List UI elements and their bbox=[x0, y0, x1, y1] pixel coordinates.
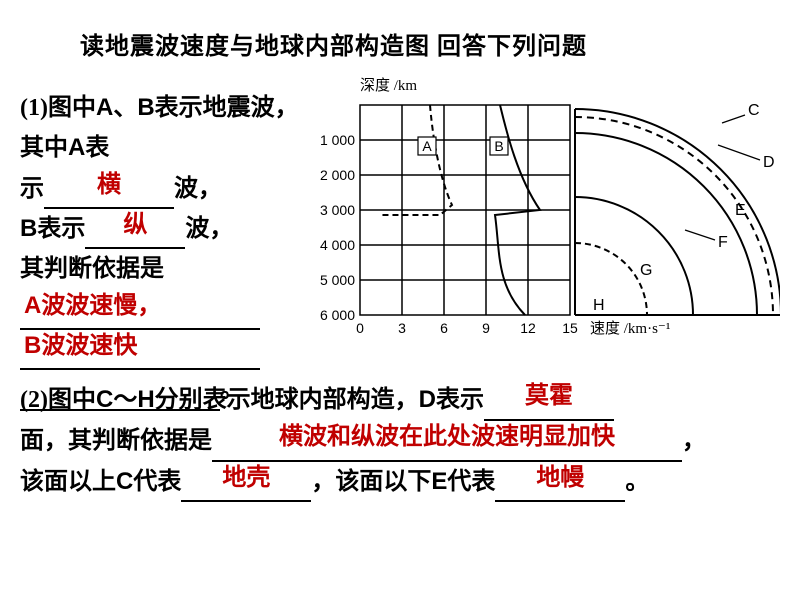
y-axis-ticks: 1 000 2 000 3 000 4 000 5 000 6 000 bbox=[320, 132, 355, 323]
svg-text:D: D bbox=[763, 154, 775, 171]
q2-t3: 面，其判断依据是 bbox=[20, 428, 212, 454]
q1-blank2: 纵 bbox=[85, 247, 185, 249]
q1-t5a: 其判断依据是 bbox=[20, 256, 164, 282]
question-1: (1)图中A、B表示地震波，其中A表 示横波， B表示纵波， 其判断依据是 A波… bbox=[20, 88, 300, 411]
q2-t5: 该面以上 bbox=[20, 469, 116, 495]
q2-t6: 代表 bbox=[133, 469, 181, 495]
seismic-diagram: 深度 /km 1 000 2 000 3 000 4 000 5 000 6 0… bbox=[300, 75, 780, 345]
curve-a bbox=[380, 105, 452, 215]
q2-blank4: 地幔 bbox=[495, 500, 625, 502]
q1-fill1: 横 bbox=[44, 165, 174, 205]
svg-text:6 000: 6 000 bbox=[320, 307, 355, 323]
svg-text:F: F bbox=[718, 234, 728, 251]
svg-text:12: 12 bbox=[520, 320, 536, 336]
lead-lines bbox=[685, 115, 760, 240]
svg-text:5 000: 5 000 bbox=[320, 272, 355, 288]
q2-t1: 分别表示地球内部构造， bbox=[155, 387, 419, 413]
svg-text:E: E bbox=[735, 202, 746, 219]
q2-t9: 。 bbox=[625, 469, 649, 495]
svg-text:15: 15 bbox=[562, 320, 578, 336]
q2-prefix: (2)图中 bbox=[20, 387, 96, 413]
q2-t7: ，该面以下 bbox=[311, 469, 431, 495]
q2-e: E bbox=[431, 468, 447, 495]
q2-c: C bbox=[116, 468, 133, 495]
svg-text:0: 0 bbox=[356, 320, 364, 336]
q1-a: A bbox=[68, 134, 85, 161]
q2-t8: 代表 bbox=[447, 469, 495, 495]
depth-axis-label: 深度 /km bbox=[360, 77, 417, 94]
svg-text:1 000: 1 000 bbox=[320, 132, 355, 148]
label-b: B bbox=[494, 138, 503, 154]
q1-t3: 表示 bbox=[37, 216, 85, 242]
svg-text:C: C bbox=[748, 102, 760, 119]
svg-text:9: 9 bbox=[482, 320, 490, 336]
q1-prefix: (1)图中 bbox=[20, 95, 96, 121]
svg-text:6: 6 bbox=[440, 320, 448, 336]
q2-fill2: 横波和纵波在此处波速明显加快 bbox=[212, 417, 682, 458]
speed-axis-label: 速度 /km·s⁻¹ bbox=[590, 320, 670, 337]
q1-b: B bbox=[20, 215, 37, 242]
label-a: A bbox=[422, 138, 432, 154]
q2-t4: ， bbox=[682, 428, 706, 454]
svg-text:4 000: 4 000 bbox=[320, 237, 355, 253]
q1-t4: 波， bbox=[185, 216, 233, 242]
svg-text:H: H bbox=[593, 297, 605, 314]
page-title: 读地震波速度与地球内部构造图 回答下列问题 bbox=[80, 26, 587, 61]
earth-layers bbox=[575, 109, 780, 315]
svg-text:G: G bbox=[640, 262, 652, 279]
x-axis-ticks: 0 3 6 9 12 15 bbox=[356, 320, 578, 336]
q1-fill3: A波波速慢， bbox=[20, 286, 260, 326]
q2-t2: 表示 bbox=[436, 387, 484, 413]
q1-t2: 波， bbox=[174, 176, 222, 202]
q1-ab: A、B bbox=[96, 94, 155, 121]
q2-fill3: 地壳 bbox=[181, 458, 311, 499]
q2-d: D bbox=[419, 386, 436, 413]
q1-fill2: 纵 bbox=[85, 205, 185, 245]
q1-t1: 表 bbox=[85, 135, 109, 161]
svg-text:3: 3 bbox=[398, 320, 406, 336]
q2-fill4: 地幔 bbox=[495, 458, 625, 499]
q1-blank4: B波波速快 bbox=[20, 368, 260, 370]
q2-blank3: 地壳 bbox=[181, 500, 311, 502]
question-2: (2)图中C～H分别表示地球内部构造，D表示莫霍 面，其判断依据是横波和纵波在此… bbox=[20, 380, 780, 502]
q2-ch: C～H bbox=[96, 386, 155, 413]
q1-fill4: B波波速快 bbox=[20, 326, 260, 366]
svg-text:3 000: 3 000 bbox=[320, 202, 355, 218]
layer-labels: C D E F G H bbox=[593, 102, 775, 314]
q1-t1b: 示 bbox=[20, 176, 44, 202]
q2-fill1: 莫霍 bbox=[484, 376, 614, 417]
svg-text:2 000: 2 000 bbox=[320, 167, 355, 183]
